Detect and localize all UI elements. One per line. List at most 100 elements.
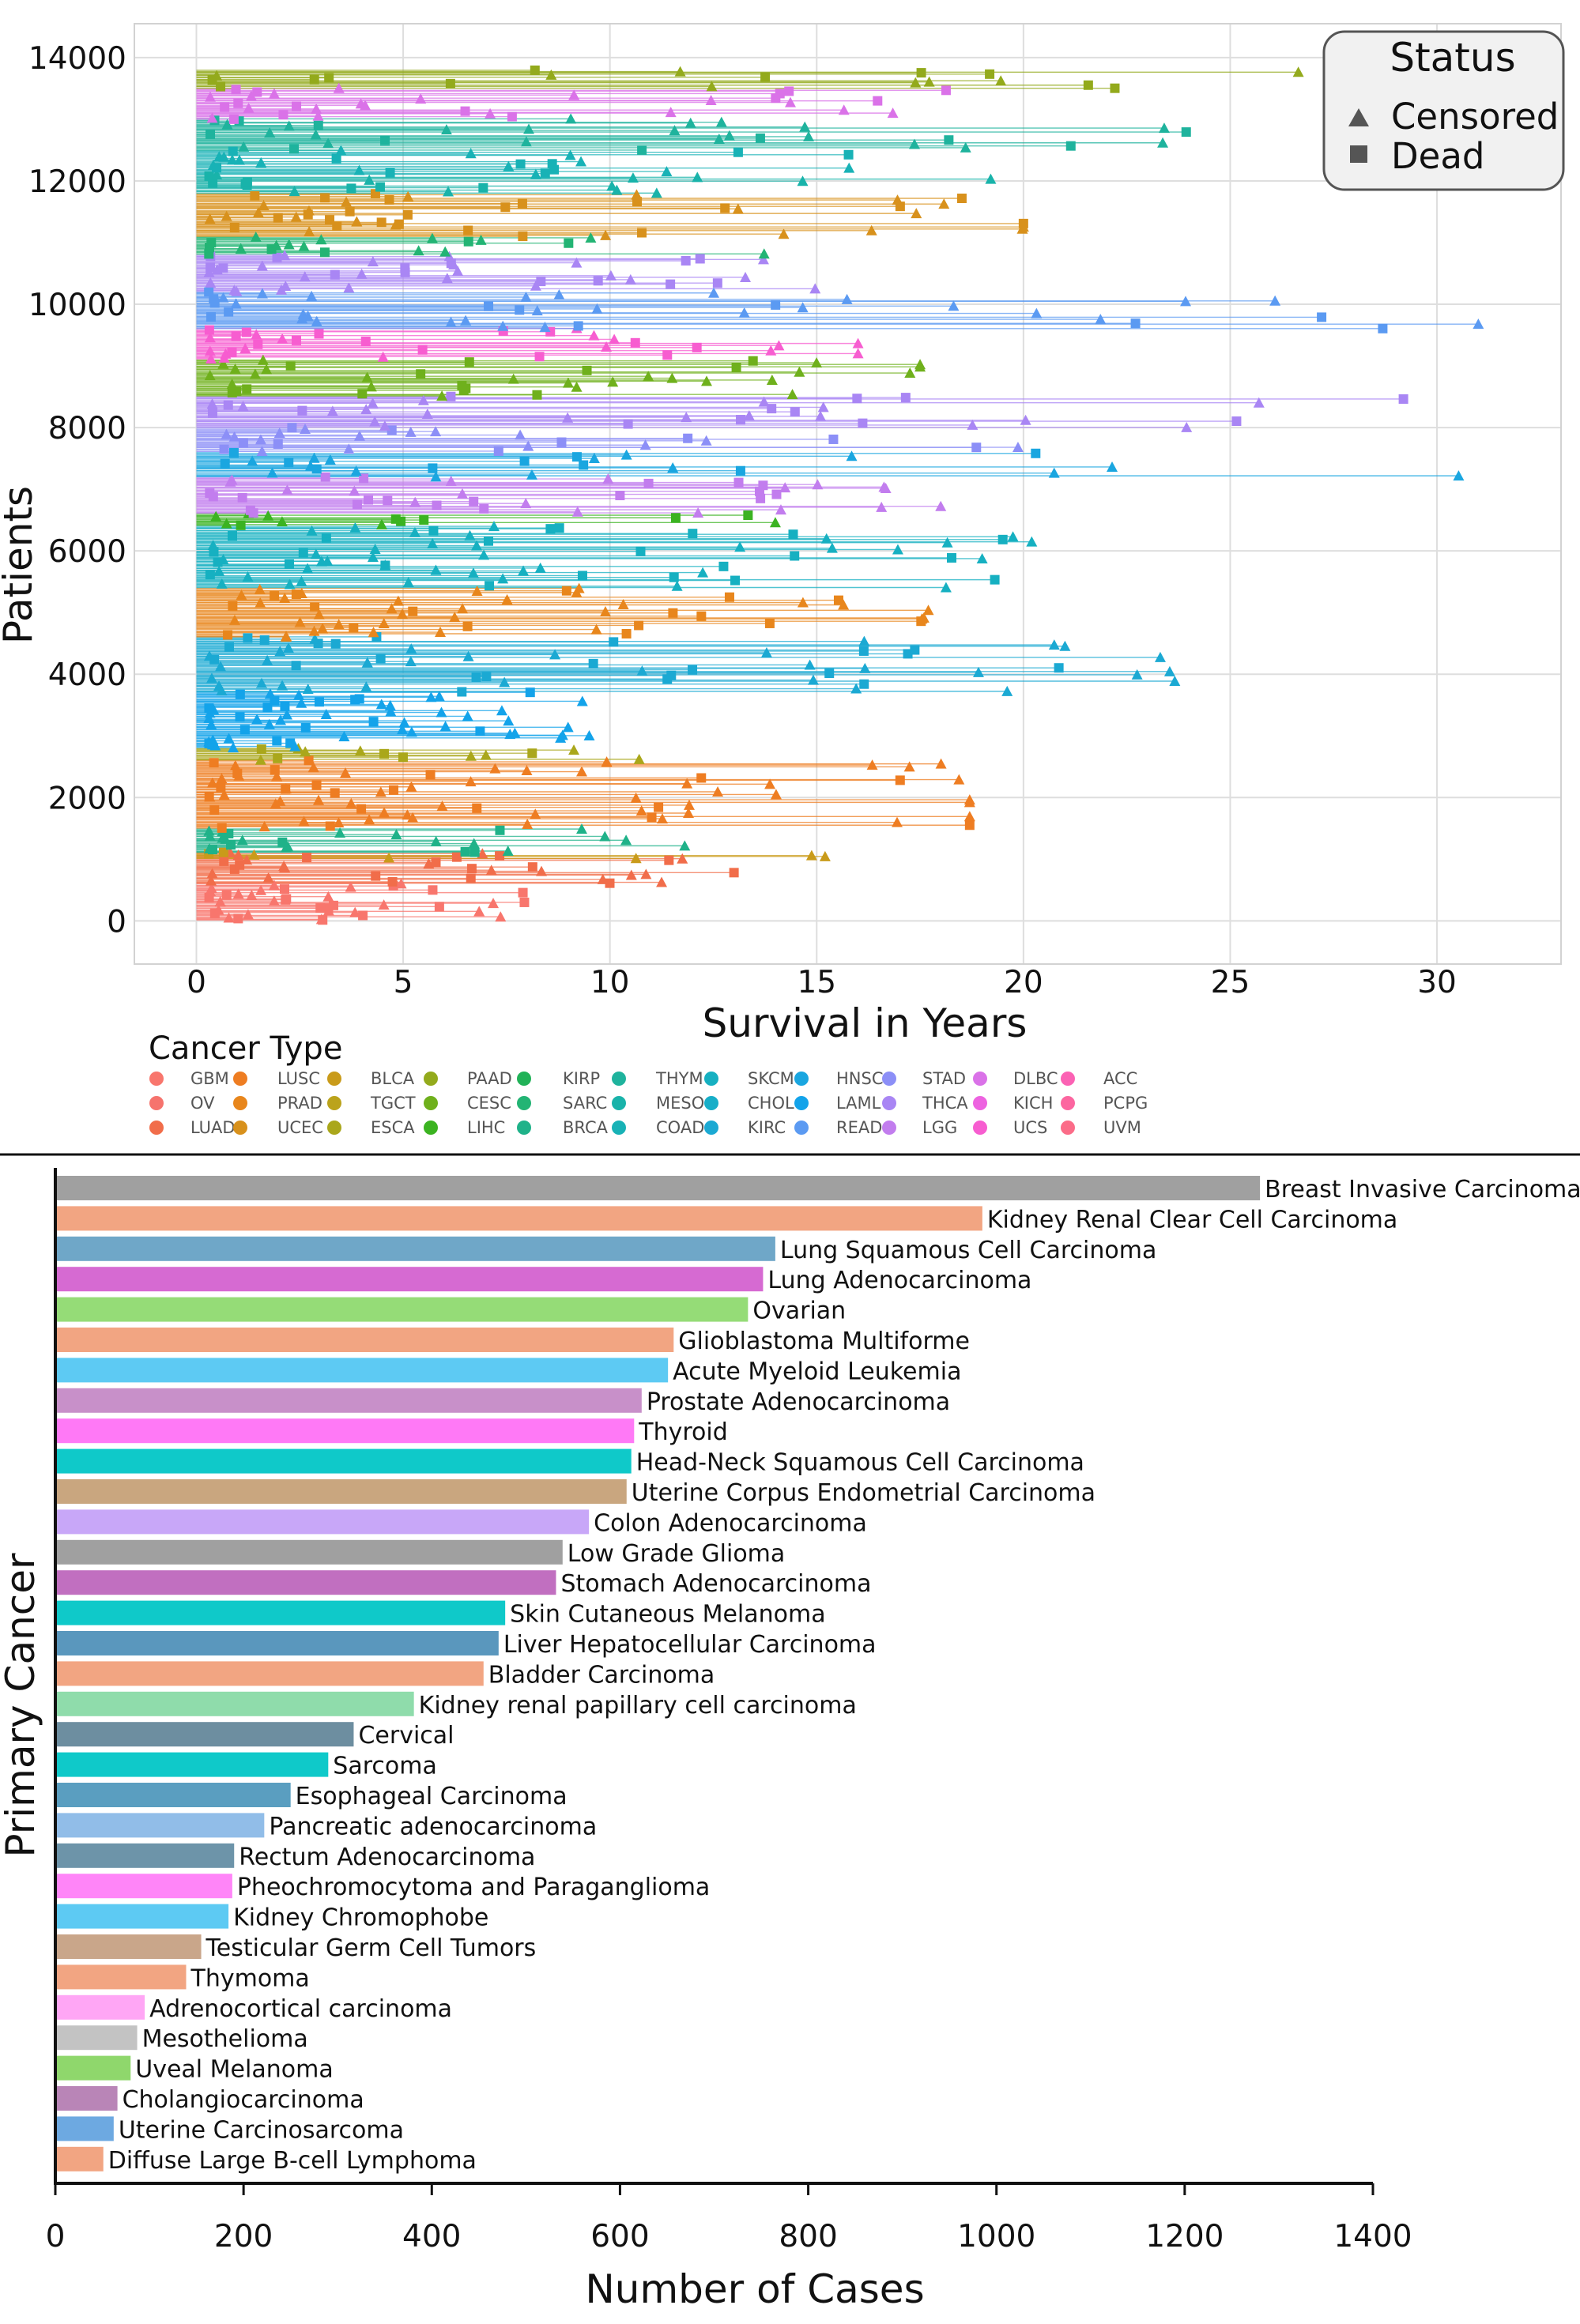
dead-point (398, 752, 408, 763)
legend-label-lihc: LIHC (467, 1118, 505, 1137)
censored-point (443, 186, 454, 197)
censored-point (515, 429, 526, 440)
censored-point (365, 381, 377, 392)
censored-point (309, 633, 321, 644)
dead-point (463, 236, 473, 247)
dead-point (457, 687, 467, 697)
censored-point (395, 878, 407, 889)
dead-point (462, 621, 473, 631)
bar (57, 2146, 104, 2171)
bar-x-tick-label: 800 (779, 2219, 837, 2254)
censored-point (311, 315, 322, 326)
dead-point (634, 620, 644, 631)
censored-point (972, 666, 984, 677)
censored-point (221, 210, 232, 221)
x-tick-label: 10 (590, 965, 630, 1000)
bar-x-ticks: 0 200 400 600 800 1000 1200 1400 (46, 2183, 1412, 2254)
censored-point (274, 714, 286, 725)
censored-point (242, 909, 254, 920)
bar (57, 1297, 749, 1322)
dead-point (209, 804, 220, 815)
legend-swatch-dlbc (973, 1072, 987, 1086)
censored-point (206, 112, 218, 123)
dead-point (464, 357, 474, 367)
dead-point (1110, 83, 1120, 93)
censored-point (256, 677, 268, 688)
dead-point (733, 147, 743, 157)
censored-point (430, 564, 442, 575)
bar-label: Uterine Carcinosarcoma (119, 2116, 404, 2144)
bar-x-tick-label: 1000 (957, 2219, 1035, 2254)
censored-point (488, 898, 500, 909)
censored-point (229, 363, 241, 374)
legend-label-laml: LAML (836, 1094, 881, 1113)
censored-point (489, 763, 501, 774)
censored-point (273, 428, 285, 439)
dead-point (457, 381, 467, 391)
censored-point (967, 419, 979, 430)
censored-point (249, 368, 261, 379)
censored-point (779, 482, 791, 493)
censored-point (568, 744, 580, 755)
censored-point (226, 474, 238, 485)
legend-swatch-read (794, 1121, 809, 1135)
legend-swatch-gbm (149, 1072, 164, 1086)
censored-point (299, 271, 311, 282)
dead-point (466, 864, 477, 874)
dead-point (313, 120, 323, 130)
dead-point (771, 299, 781, 310)
legend-swatch-meso (612, 1096, 626, 1110)
dead-point (332, 221, 342, 232)
dead-point (220, 102, 230, 112)
censored-point (378, 899, 390, 910)
censored-point (378, 618, 390, 629)
dead-point (588, 658, 598, 669)
censored-point (425, 691, 437, 702)
dead-point (623, 419, 633, 429)
x-tick-label: 0 (187, 965, 206, 1000)
dead-point (964, 820, 975, 831)
censored-point (270, 798, 281, 809)
censored-point (300, 424, 311, 435)
legend-swatch-cesc (424, 1096, 438, 1110)
censored-point (262, 510, 274, 521)
censored-point (421, 408, 433, 419)
censored-point (243, 102, 255, 113)
legend-label-paad: PAAD (467, 1069, 512, 1088)
censored-point (852, 348, 864, 359)
censored-point (207, 160, 219, 171)
censored-point (226, 379, 238, 390)
censored-point (402, 190, 414, 202)
censored-point (277, 333, 288, 344)
dead-point (235, 712, 245, 722)
censored-point (263, 718, 275, 729)
censored-point (313, 794, 325, 805)
dead-point (235, 860, 245, 870)
dead-point (285, 738, 296, 748)
dead-point (218, 263, 228, 273)
censored-point (306, 525, 318, 536)
censored-point (758, 248, 770, 259)
dead-point (209, 758, 219, 768)
y-tick-label: 8000 (48, 411, 126, 446)
censored-point (539, 322, 551, 333)
legend-swatch-laml (794, 1096, 809, 1110)
censored-point (390, 829, 402, 840)
dead-point (273, 439, 283, 449)
censored-point (743, 410, 755, 421)
censored-point (436, 390, 448, 401)
dead-point (475, 726, 485, 736)
dead-point (736, 415, 746, 425)
censored-point (206, 718, 217, 729)
censored-point (206, 672, 217, 684)
legend-swatch-paad (424, 1072, 438, 1086)
censored-point (677, 853, 688, 864)
legend-label-acc: ACC (1103, 1069, 1137, 1088)
dead-point (500, 202, 511, 213)
censored-point (452, 265, 464, 276)
dead-point (858, 418, 868, 428)
dead-point (666, 670, 677, 680)
bar-label: Lung Adenocarcinoma (767, 1267, 1031, 1294)
censored-point (377, 351, 389, 362)
legend-swatch-ucs (973, 1121, 987, 1135)
